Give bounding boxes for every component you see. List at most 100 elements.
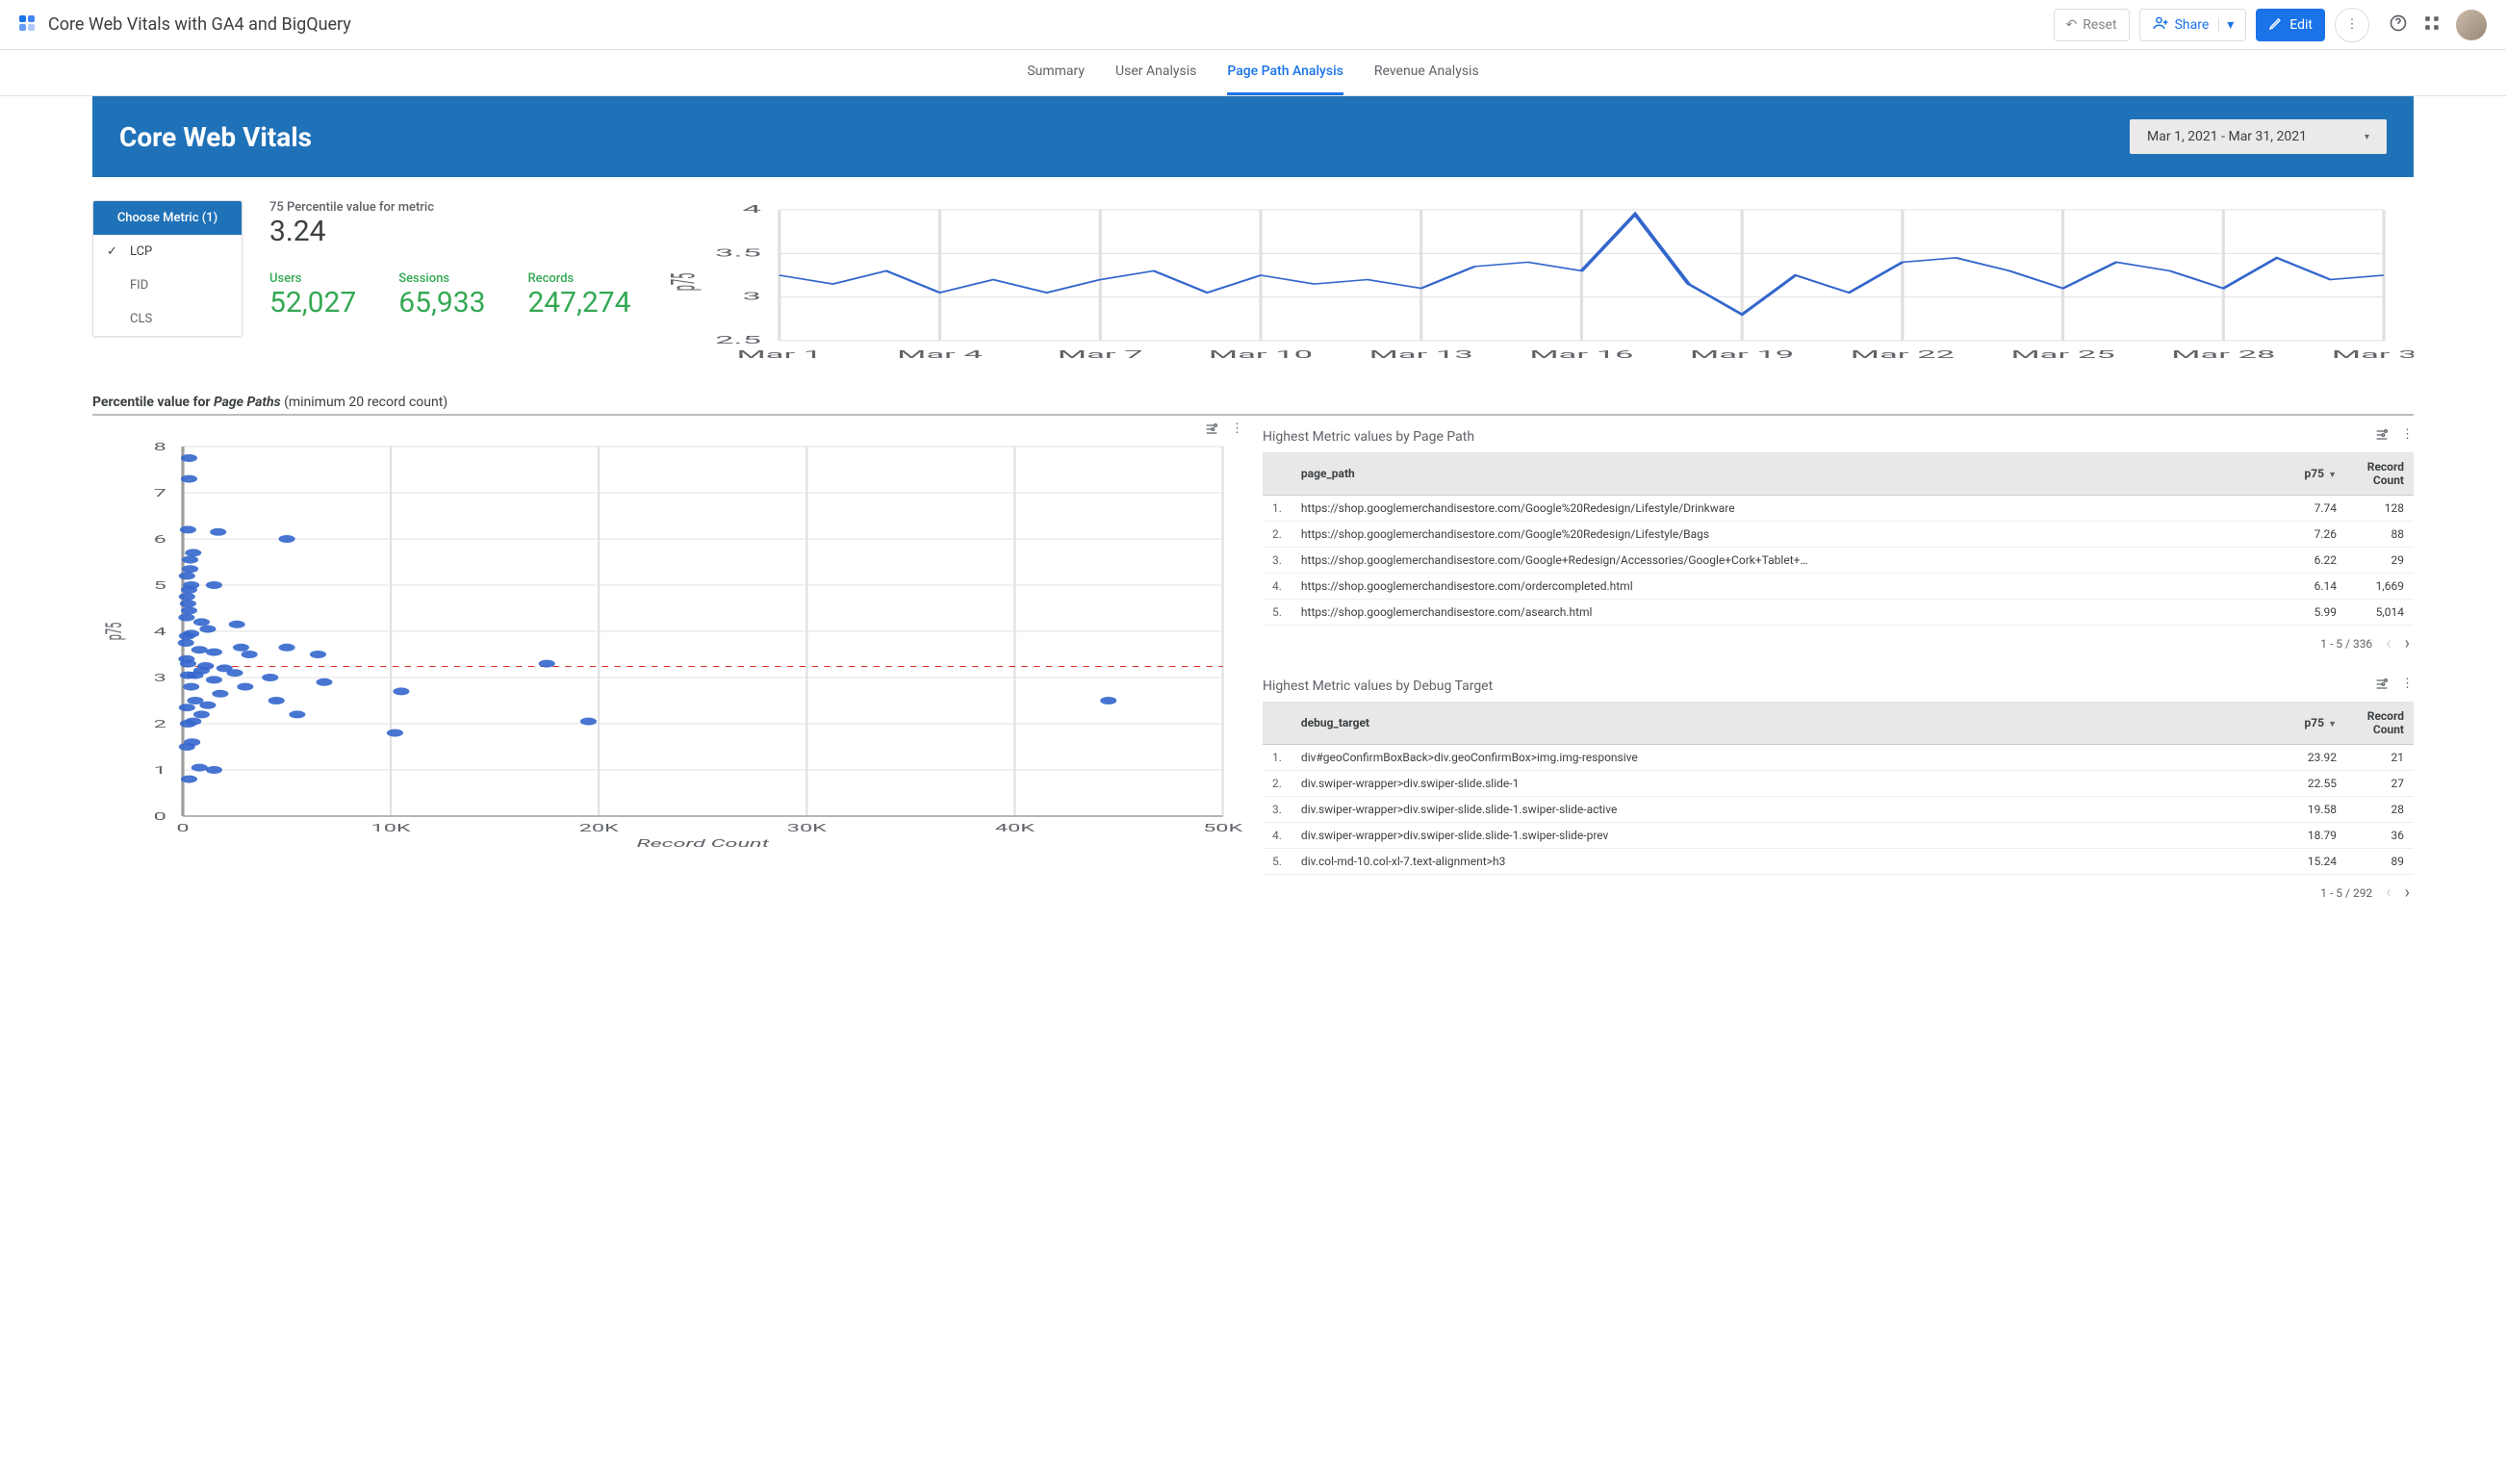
bottom-row: ⋮ 012345678010K20K30K40K50KRecord Countp…	[92, 427, 2414, 903]
svg-text:Record Count: Record Count	[637, 837, 770, 850]
more-vert-icon[interactable]: ⋮	[2401, 427, 2414, 447]
table-title: Highest Metric values by Debug Target	[1263, 678, 1493, 694]
section-divider	[92, 414, 2414, 416]
col-record-count[interactable]: Record Count	[2346, 702, 2414, 745]
tune-icon[interactable]	[2374, 427, 2390, 447]
next-page-button[interactable]: ›	[2405, 633, 2410, 653]
svg-text:Mar 31: Mar 31	[2331, 348, 2414, 361]
svg-text:Mar 1: Mar 1	[736, 348, 822, 361]
scorecard-label: Records	[527, 271, 630, 286]
p75-line-chart[interactable]: 2.533.54Mar 1Mar 4Mar 7Mar 10Mar 13Mar 1…	[658, 200, 2414, 368]
scatter-chart[interactable]: ⋮ 012345678010K20K30K40K50KRecord Countp…	[92, 427, 1243, 903]
tables-column: Highest Metric values by Page Path ⋮ pag…	[1263, 427, 2414, 903]
reset-label: Reset	[2083, 17, 2116, 33]
scorecard-value: 3.24	[269, 215, 434, 248]
edit-button[interactable]: Edit	[2256, 9, 2325, 41]
table-title: Highest Metric values by Page Path	[1263, 429, 1474, 445]
undo-icon: ↶	[2066, 17, 2078, 33]
prev-page-button[interactable]: ‹	[2386, 883, 2391, 903]
scorecard-users: Users 52,027	[269, 271, 356, 320]
col-record-count[interactable]: Record Count	[2346, 452, 2414, 496]
reset-button[interactable]: ↶ Reset	[2054, 9, 2130, 41]
scorecard-records: Records 247,274	[527, 271, 630, 320]
debug-data-table[interactable]: debug_target p75▼ Record Count 1.div#geo…	[1263, 702, 2414, 875]
metric-option-fid[interactable]: FID	[93, 269, 242, 302]
pager-text: 1 - 5 / 336	[2320, 637, 2372, 651]
share-button[interactable]: Share ▾	[2139, 9, 2247, 41]
pagepath-data-table[interactable]: page_path p75▼ Record Count 1.https://sh…	[1263, 452, 2414, 626]
datastudio-logo-icon	[19, 15, 38, 35]
metric-option-label: FID	[130, 278, 148, 293]
svg-text:0: 0	[154, 810, 166, 823]
date-range-picker[interactable]: Mar 1, 2021 - Mar 31, 2021 ▾	[2130, 119, 2387, 154]
apps-icon[interactable]	[2423, 14, 2441, 36]
svg-text:8: 8	[154, 441, 166, 453]
metric-option-label: CLS	[130, 312, 152, 326]
tab-user-analysis[interactable]: User Analysis	[1115, 50, 1196, 95]
metric-picker: Choose Metric (1) ✓ LCP FID CLS	[92, 200, 243, 337]
svg-text:1: 1	[154, 764, 166, 777]
table-row[interactable]: 3.https://shop.googlemerchandisestore.co…	[1263, 548, 2414, 574]
scorecard-value: 65,933	[398, 286, 485, 320]
svg-text:3: 3	[154, 672, 166, 684]
more-vert-icon: ⋮	[2346, 17, 2359, 32]
metric-option-label: LCP	[130, 244, 152, 259]
col-p75[interactable]: p75▼	[2279, 452, 2346, 496]
metric-option-lcp[interactable]: ✓ LCP	[93, 235, 242, 269]
svg-text:50K: 50K	[1203, 822, 1243, 834]
share-label: Share	[2175, 17, 2210, 33]
metric-option-cls[interactable]: CLS	[93, 302, 242, 336]
svg-text:4: 4	[742, 203, 760, 216]
doc-title[interactable]: Core Web Vitals with GA4 and BigQuery	[48, 14, 351, 35]
more-menu-button[interactable]: ⋮	[2335, 8, 2369, 42]
metric-picker-header: Choose Metric (1)	[93, 201, 242, 235]
tune-icon[interactable]	[1204, 422, 1219, 441]
scorecard-value: 52,027	[269, 286, 356, 320]
edit-label: Edit	[2289, 17, 2313, 33]
col-pagepath[interactable]: page_path	[1291, 452, 2279, 496]
logo-area: Core Web Vitals with GA4 and BigQuery	[19, 14, 351, 35]
help-icon[interactable]	[2389, 13, 2408, 37]
svg-text:Mar 4: Mar 4	[897, 348, 983, 361]
pencil-icon	[2268, 15, 2284, 35]
svg-text:5: 5	[154, 579, 166, 592]
scorecard-label: Sessions	[398, 271, 485, 286]
tab-page-path-analysis[interactable]: Page Path Analysis	[1227, 50, 1343, 95]
pager-debug: 1 - 5 / 292 ‹ ›	[1263, 875, 2414, 903]
svg-text:Mar 10: Mar 10	[1208, 348, 1312, 361]
tab-summary[interactable]: Summary	[1027, 50, 1085, 95]
table-row[interactable]: 5.https://shop.googlemerchandisestore.co…	[1263, 600, 2414, 626]
table-row[interactable]: 1.div#geoConfirmBoxBack>div.geoConfirmBo…	[1263, 745, 2414, 771]
user-avatar[interactable]	[2456, 10, 2487, 40]
tune-icon[interactable]	[2374, 677, 2390, 696]
prev-page-button[interactable]: ‹	[2386, 633, 2391, 653]
svg-text:p75: p75	[664, 273, 703, 292]
report-canvas: Core Web Vitals Mar 1, 2021 - Mar 31, 20…	[0, 96, 2506, 941]
table-debug-target: Highest Metric values by Debug Target ⋮ …	[1263, 677, 2414, 903]
table-row[interactable]: 2.https://shop.googlemerchandisestore.co…	[1263, 522, 2414, 548]
svg-text:Mar 28: Mar 28	[2171, 348, 2275, 361]
col-debug-target[interactable]: debug_target	[1291, 702, 2279, 745]
more-vert-icon[interactable]: ⋮	[2401, 677, 2414, 696]
svg-text:0: 0	[176, 822, 189, 834]
table-row[interactable]: 2.div.swiper-wrapper>div.swiper-slide.sl…	[1263, 771, 2414, 797]
hero-title: Core Web Vitals	[119, 121, 312, 153]
top-actions: ↶ Reset Share ▾ Edit ⋮	[2054, 8, 2487, 42]
more-vert-icon[interactable]: ⋮	[1231, 422, 1243, 441]
svg-text:Mar 19: Mar 19	[1690, 348, 1794, 361]
top-row: Choose Metric (1) ✓ LCP FID CLS 75 Perce…	[92, 200, 2414, 368]
svg-text:30K: 30K	[787, 822, 828, 834]
table-row[interactable]: 1.https://shop.googlemerchandisestore.co…	[1263, 496, 2414, 522]
app-topbar: Core Web Vitals with GA4 and BigQuery ↶ …	[0, 0, 2506, 50]
table-row[interactable]: 4.div.swiper-wrapper>div.swiper-slide.sl…	[1263, 823, 2414, 849]
tab-revenue-analysis[interactable]: Revenue Analysis	[1374, 50, 1479, 95]
svg-text:Mar 25: Mar 25	[2010, 348, 2114, 361]
table-row[interactable]: 4.https://shop.googlemerchandisestore.co…	[1263, 574, 2414, 600]
table-row[interactable]: 5.div.col-md-10.col-xl-7.text-alignment>…	[1263, 849, 2414, 875]
next-page-button[interactable]: ›	[2405, 883, 2410, 903]
table-row[interactable]: 3.div.swiper-wrapper>div.swiper-slide.sl…	[1263, 797, 2414, 823]
svg-text:Mar 22: Mar 22	[1850, 348, 1954, 361]
share-dropdown-caret[interactable]: ▾	[2218, 17, 2234, 33]
col-p75[interactable]: p75▼	[2279, 702, 2346, 745]
svg-text:10K: 10K	[371, 822, 412, 834]
